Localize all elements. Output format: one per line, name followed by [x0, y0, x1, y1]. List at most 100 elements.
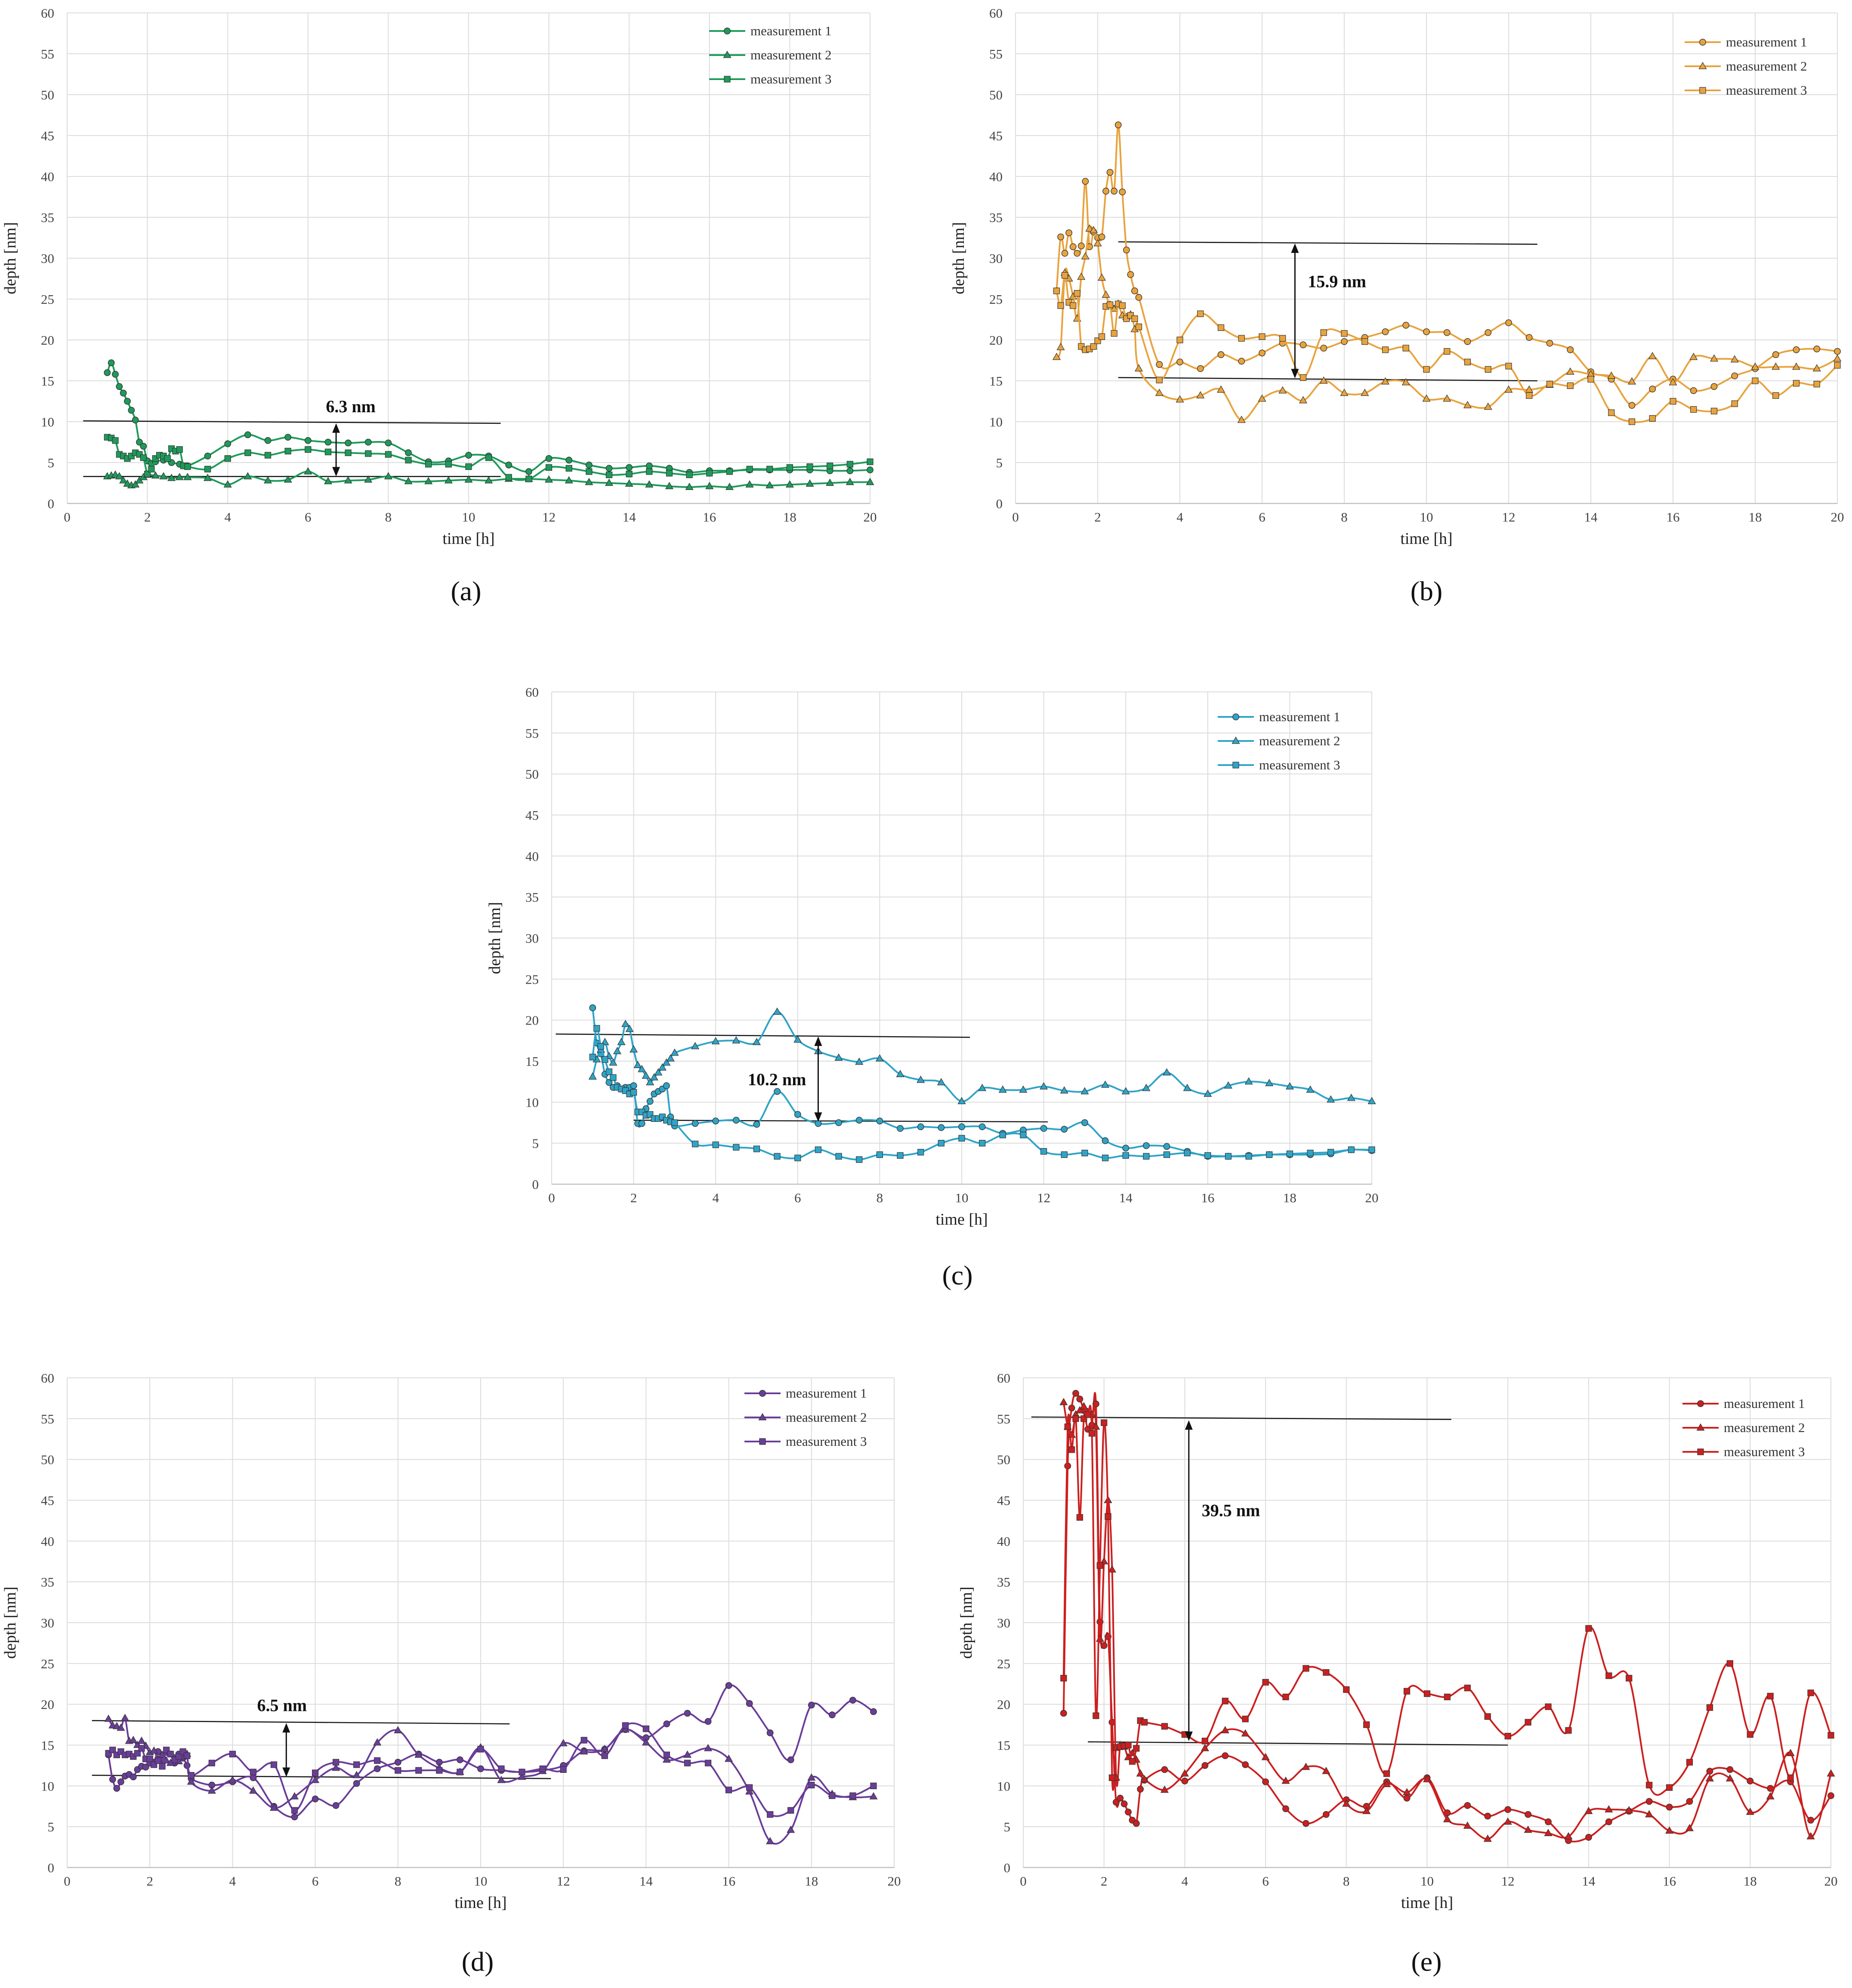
data-point — [104, 369, 111, 376]
data-point — [364, 438, 372, 446]
x-axis-label: time [h] — [1400, 530, 1452, 548]
data-point — [1690, 406, 1697, 413]
data-point — [1040, 1082, 1048, 1090]
legend-marker — [1232, 736, 1240, 744]
data-point — [184, 463, 191, 470]
data-point — [1100, 1642, 1108, 1649]
data-point — [324, 448, 332, 455]
data-point — [1807, 1689, 1814, 1696]
data-point — [1403, 1788, 1411, 1796]
x-tick-label: 8 — [1343, 1874, 1350, 1889]
data-point — [1259, 349, 1266, 357]
data-point — [712, 1141, 719, 1148]
data-point — [1080, 1087, 1089, 1095]
y-tick-label: 5 — [996, 455, 1003, 470]
data-point — [1403, 1688, 1411, 1695]
data-point — [304, 467, 312, 475]
data-point — [485, 454, 492, 461]
data-point — [938, 1124, 945, 1131]
data-point — [745, 480, 754, 488]
data-point — [1040, 1125, 1047, 1132]
data-point — [1525, 334, 1533, 341]
x-tick-label: 8 — [385, 509, 392, 525]
data-point — [1052, 352, 1061, 360]
data-point — [601, 1752, 608, 1759]
data-point — [1222, 1752, 1229, 1760]
data-point — [1040, 1148, 1047, 1155]
data-point — [1747, 1731, 1753, 1738]
data-point — [1730, 355, 1739, 363]
data-point — [1793, 346, 1800, 353]
x-tick-label: 0 — [1012, 509, 1019, 525]
data-point — [766, 1837, 775, 1844]
data-point — [1156, 361, 1163, 368]
data-point — [1136, 1769, 1145, 1777]
data-point — [264, 437, 272, 444]
data-point — [1327, 1095, 1335, 1103]
data-point — [1201, 1744, 1209, 1751]
data-point — [1747, 1778, 1754, 1784]
data-point — [477, 1746, 484, 1753]
y-tick-label: 30 — [41, 1615, 54, 1630]
data-point — [870, 1708, 877, 1715]
data-point — [691, 1140, 699, 1148]
data-point — [104, 1714, 113, 1722]
data-point — [1122, 1145, 1130, 1152]
data-point — [1102, 290, 1110, 298]
data-point — [1505, 363, 1512, 370]
x-tick-label: 2 — [1101, 1874, 1108, 1889]
x-tick-label: 16 — [1201, 1190, 1214, 1205]
data-point — [1069, 243, 1077, 250]
data-point — [1093, 1400, 1099, 1408]
legend-label: measurement 3 — [1259, 757, 1340, 772]
data-point — [870, 1782, 877, 1789]
data-point — [1059, 1398, 1068, 1405]
data-point — [766, 466, 773, 472]
data-point — [1327, 1149, 1334, 1156]
data-point — [565, 476, 573, 484]
data-point — [405, 457, 412, 463]
x-axis-label: time [h] — [935, 1210, 988, 1229]
x-tick-label: 8 — [395, 1874, 401, 1889]
data-point — [663, 1751, 670, 1758]
data-point — [580, 1737, 587, 1744]
y-tick-label: 55 — [525, 725, 539, 741]
data-point — [1505, 319, 1512, 326]
data-point — [815, 1146, 822, 1153]
data-point — [626, 464, 633, 471]
data-point — [807, 1773, 816, 1781]
data-point — [1242, 1761, 1249, 1768]
data-point — [1342, 1799, 1351, 1807]
data-point — [1463, 401, 1472, 408]
x-tick-label: 14 — [1582, 1874, 1596, 1889]
data-point — [1072, 1390, 1079, 1397]
y-tick-label: 20 — [997, 1697, 1010, 1712]
data-point — [1666, 1784, 1673, 1791]
x-tick-label: 2 — [144, 509, 151, 525]
x-tick-label: 14 — [1119, 1190, 1133, 1205]
data-point — [1726, 1766, 1734, 1773]
data-point — [1238, 358, 1245, 365]
x-tick-label: 14 — [639, 1874, 653, 1889]
data-point — [1176, 395, 1184, 403]
data-point — [565, 457, 573, 464]
data-point — [794, 1111, 801, 1118]
series-2 — [104, 1713, 878, 1845]
chart-panel-d: 0 2 4 6 8 10 12 14 16 18 20 0 5 10 15 20 25 30 35 40 45 50 55 6… — [1, 1371, 901, 1977]
data-point — [291, 1807, 298, 1814]
legend-marker — [1699, 39, 1706, 46]
data-point — [1123, 247, 1130, 253]
data-point — [1402, 345, 1409, 352]
data-point — [1303, 1665, 1309, 1672]
data-point — [184, 1752, 191, 1759]
data-point — [1341, 338, 1348, 345]
data-point — [130, 1773, 137, 1781]
data-point — [425, 461, 432, 468]
data-point — [1225, 1153, 1232, 1160]
data-point — [1731, 400, 1738, 407]
x-tick-label: 2 — [1094, 509, 1101, 525]
data-point — [666, 1054, 675, 1062]
data-point — [1422, 394, 1431, 402]
data-point — [589, 1053, 596, 1061]
